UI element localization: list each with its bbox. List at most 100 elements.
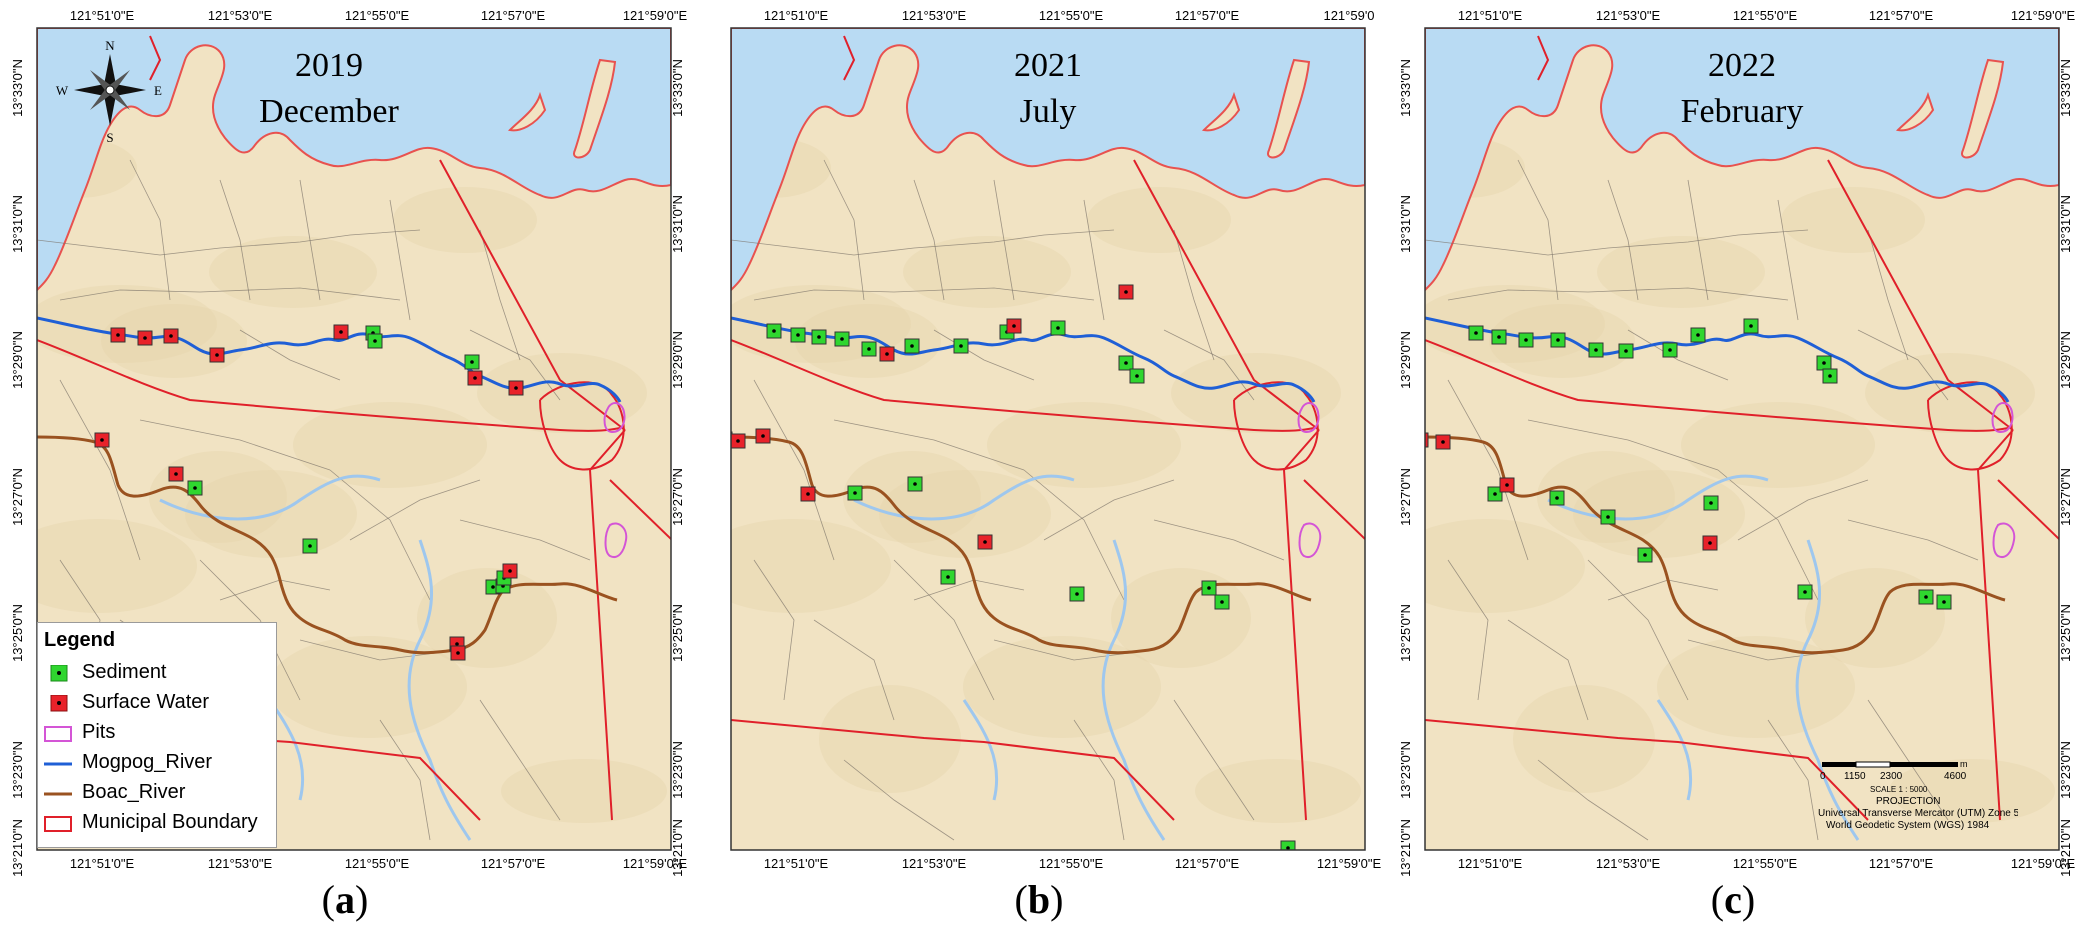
surface-water-sample-dot [706,433,710,437]
sediment-sample-dot [796,333,800,337]
sea-area [731,28,1365,292]
surface-water-sample-dot [761,434,765,438]
municipal-boundary [1425,339,2009,432]
surface-water-sample-dot [508,569,512,573]
barangay-line [753,559,795,701]
islet [1201,91,1241,132]
lon-tick-bottom: 121°59'0"E [2011,856,2076,871]
lat-tick-right: 13°21'0"N [2058,819,2073,877]
barangay-line [823,159,865,301]
stream [1101,539,1166,841]
terrain-shade [1657,636,1855,738]
barangay-line [1163,329,1255,401]
surface-water-sample-dot [215,353,219,357]
lat-tick-left: 13°21'0"N [1398,819,1413,877]
projection-line-2: World Geodetic System (WGS) 1984 [1826,820,1990,831]
sediment-sample-dot [1924,595,1928,599]
stream [1547,474,1769,521]
barangay-line [37,229,421,256]
terrain-shade [1805,568,1945,668]
municipal-boundary-icon [44,816,72,832]
sediment-sample-dot [1594,348,1598,352]
peninsula [1267,58,1311,159]
terrain-shade [1171,353,1341,433]
municipal-boundary [731,339,1315,432]
terrain-shade [1195,759,1361,823]
sediment-sample-dot [1828,374,1832,378]
lat-tick-right: 13°29'0"N [2058,331,2073,389]
sediment-sample-dot [910,344,914,348]
legend-item-municipal-boundary: Municipal Boundary [44,811,274,837]
barangay-line [813,619,895,721]
barangay-line [479,699,561,821]
lat-tick-left: 13°31'0"N [10,195,25,253]
municipal-boundary [439,159,626,431]
barangay-line [1507,619,1589,721]
lon-tick-top: 121°57'0"E [481,8,546,23]
map-frame-a: 2019 December 121°51'0"E 121°53'0"E 121°55'0… [10,8,687,877]
boac-river [37,435,618,655]
barangay-line [993,179,1015,301]
barangay-line [1173,699,1255,821]
lat-tick-left: 13°27'0"N [1398,468,1413,526]
lon-tick-top: 121°57'0"E [1175,8,1240,23]
lat-tick-left: 13°23'0"N [1398,741,1413,799]
stream [1795,539,1860,841]
surface-water-sample [731,431,733,447]
pit-outline [1297,402,1320,434]
projection-line-1: Universal Transverse Mercator (UTM) Zone… [1818,808,2018,819]
legend-item-pits: Pits [44,721,274,747]
sediment-sample-dot [1668,348,1672,352]
barangay-line [479,229,521,361]
sediment-sample-dot [1555,496,1559,500]
sediment-sample-dot [1803,590,1807,594]
sediment-sample-dot [1643,553,1647,557]
barangay-line [1425,229,1809,256]
municipal-boundary [609,479,671,541]
pit-outline [1991,402,2014,434]
sediment-sample-dot [1624,349,1628,353]
terrain-shade [293,402,487,488]
projection-title: PROJECTION [1876,796,1940,807]
lat-tick-right: 13°33'0"N [670,59,685,117]
municipal-boundary [149,35,162,81]
surface-water-sample-dot [1505,483,1509,487]
barangay-line [59,379,141,561]
lat-tick-right: 13°21'0"N [670,819,685,877]
terrain-shade [843,451,981,543]
map-border [1424,27,2060,851]
lat-tick-left: 13°25'0"N [1398,604,1413,662]
lon-tick-bottom: 121°53'0"E [902,856,967,871]
lat-tick-right: 13°23'0"N [2058,741,2073,799]
terrain-shade [1087,187,1231,253]
surface-water-sample-dot [473,376,477,380]
barangay-line [199,559,301,701]
municipal-boundary [1133,159,1320,431]
lat-tick-right: 13°25'0"N [2058,604,2073,662]
barangay-line [1043,479,1175,541]
barangay-line [1447,379,1529,561]
sediment-sample-dot [1709,501,1713,505]
sediment-sample [1280,840,1296,850]
surface-water-sample-dot [806,492,810,496]
municipal-boundary [1997,479,2059,541]
barangay-line [1587,559,1689,701]
lat-tick-left: 13°31'0"N [1398,195,1413,253]
lat-tick-left: 13°33'0"N [1398,59,1413,117]
sediment-sample-dot [1124,361,1128,365]
surface-water-sample-dot [1124,290,1128,294]
pits-icon [44,726,72,742]
sediment-sample-dot [1497,335,1501,339]
map-title-year: 2022 [1708,47,1776,84]
barangay-line [1537,759,1649,841]
compass-label-n: N [105,38,115,53]
lon-tick-bottom: 121°57'0"E [481,856,546,871]
map-border [730,27,1366,851]
sediment-sample-dot [1474,331,1478,335]
compass-label-w: W [56,83,69,98]
map-legend: Legend Sediment Surface Water Pits Mogpo… [37,622,277,848]
lat-tick-left: 13°29'0"N [1398,331,1413,389]
barangay-line [139,419,331,471]
surface-water-sample-dot [1400,433,1404,437]
sediment-sample-dot [1075,592,1079,596]
